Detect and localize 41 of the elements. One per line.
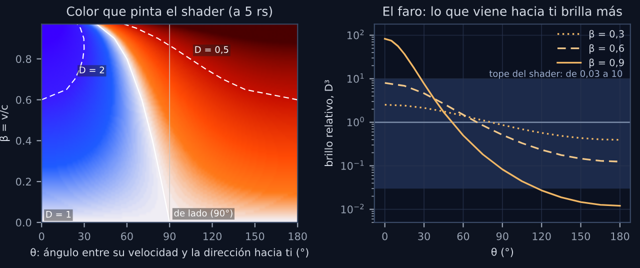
x-tick-label: 0 — [38, 232, 44, 240]
annotation: D = 0,5 — [195, 46, 228, 54]
x-tick-label: 30 — [78, 232, 90, 240]
y-tick-label: 10$^{2}$ — [347, 30, 364, 40]
y-tick-label: 0.0 — [16, 218, 32, 227]
y-tick-label: 0.6 — [16, 96, 32, 104]
line-series — [124, 24, 298, 100]
y-tick-label: 0.8 — [16, 55, 32, 63]
y-axis-title: β = v/c — [0, 105, 10, 142]
y-tick-label: 10$^{1}$ — [347, 73, 364, 83]
line-series — [42, 24, 85, 100]
x-tick-label: 90 — [164, 232, 176, 240]
band-label: tope del shader: de 0,03 a 10 — [489, 70, 622, 79]
x-tick-label: 90 — [496, 232, 508, 240]
x-axis-title: θ (°) — [491, 248, 514, 258]
annotation: de lado (90°) — [174, 210, 232, 218]
chart-title: Color que pinta el shader (a 5 rs) — [66, 6, 272, 18]
x-tick-label: 30 — [418, 232, 430, 240]
legend-label: β = 0,3 — [589, 30, 624, 40]
x-tick-label: 120 — [203, 232, 222, 240]
x-tick-label: 180 — [288, 232, 307, 240]
x-tick-label: 150 — [572, 232, 590, 240]
x-axis-title: θ: ángulo entre su velocidad y la dirección hacia ti (°) — [30, 248, 308, 258]
y-tick-label: 10$^{−2}$ — [341, 204, 364, 214]
y-tick-label: 0.4 — [16, 136, 32, 145]
legend-label: β = 0,6 — [589, 44, 624, 54]
legend-label: β = 0,9 — [589, 58, 624, 68]
x-tick-label: 120 — [532, 232, 551, 240]
x-tick-label: 150 — [246, 232, 264, 240]
annotation: D = 2 — [80, 66, 104, 74]
line-series — [96, 24, 170, 222]
x-tick-label: 60 — [457, 232, 470, 240]
y-tick-label: 10$^{0}$ — [347, 116, 364, 126]
y-axis-title: brillo relativo, D³ — [324, 80, 334, 166]
chart-title: El faro: lo que viene hacia ti brilla más — [384, 6, 622, 18]
x-tick-label: 60 — [121, 232, 133, 240]
x-tick-label: 0 — [382, 232, 388, 240]
y-tick-label: 10$^{−1}$ — [341, 160, 364, 170]
annotation: D = 1 — [46, 211, 71, 218]
y-tick-label: 0.2 — [16, 178, 31, 186]
x-tick-label: 180 — [611, 232, 630, 240]
